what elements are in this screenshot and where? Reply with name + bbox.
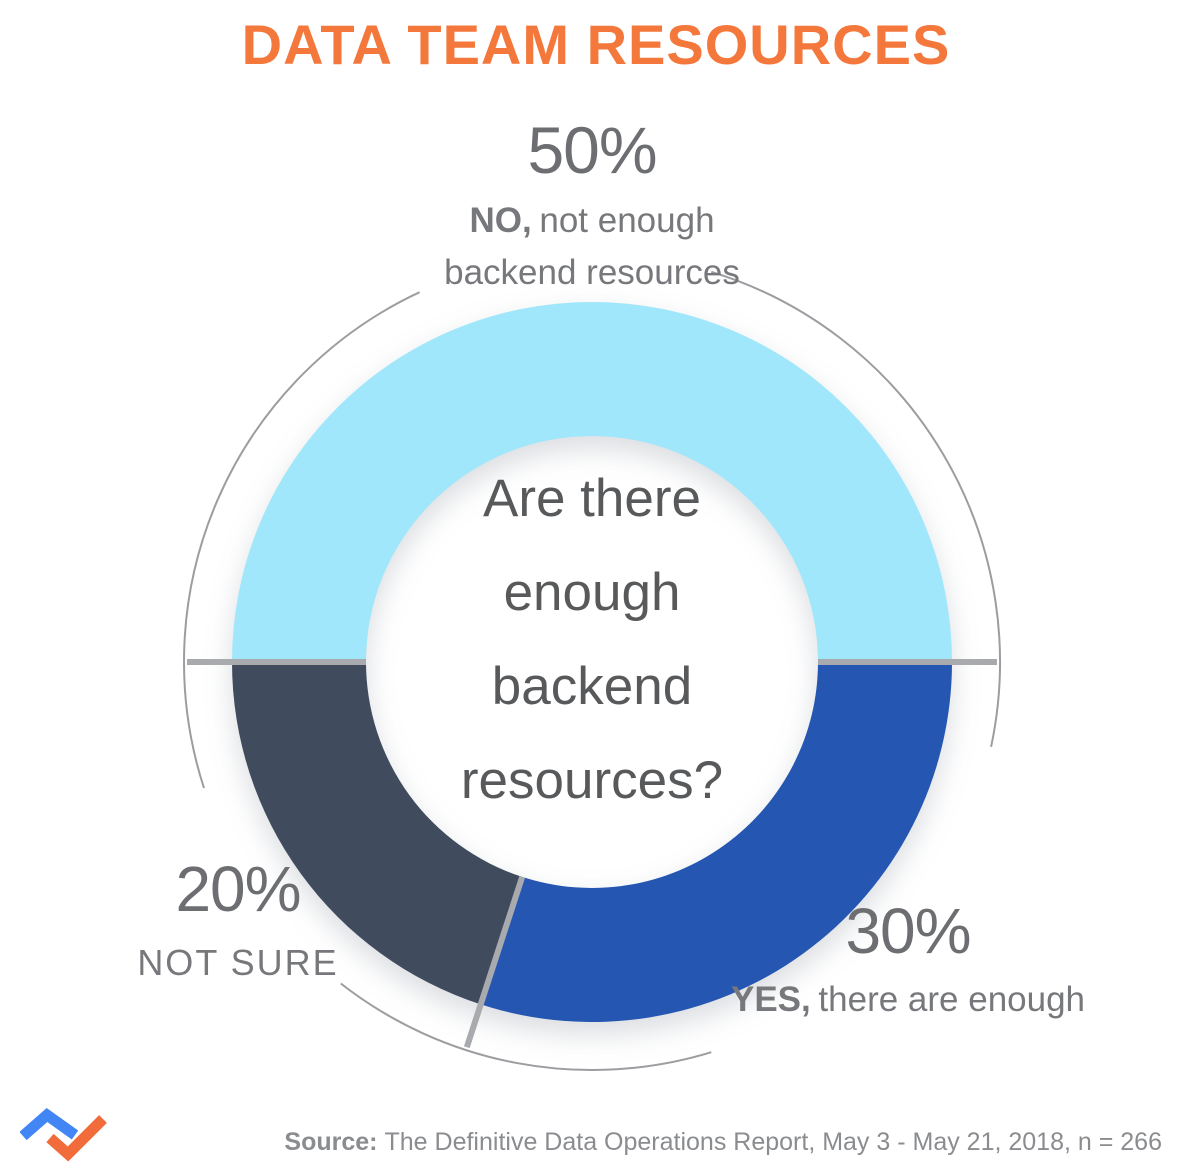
source-note: Source: The Definitive Data Operations Re… — [284, 1128, 1162, 1157]
segment-label-yes: 30% YES, there are enough — [648, 894, 1168, 1020]
outer-guide-arc — [711, 270, 1002, 748]
outer-guide-arc — [340, 982, 712, 1071]
logo-orange-check-icon — [46, 1115, 107, 1162]
segment-yes-percent: 30% — [845, 895, 971, 967]
donut-segment-not-sure — [232, 662, 523, 1005]
segment-no-percent: 50% — [527, 113, 657, 187]
segment-yes-text: there are enough — [818, 980, 1086, 1019]
donut-segment-yes — [480, 662, 952, 1023]
page-title: DATA TEAM RESOURCES — [241, 13, 951, 76]
segment-no-text: not enough — [539, 201, 715, 240]
center-question-line: resources? — [460, 751, 724, 810]
segment-not-sure-text: NOT SURE — [137, 942, 339, 983]
segment-yes-answer: YES, — [730, 980, 811, 1019]
segment-not-sure-percent: 20% — [175, 853, 301, 925]
logo-blue-peak-icon — [20, 1107, 79, 1141]
center-question-line: backend — [491, 657, 693, 716]
center-question-line: Are there — [482, 469, 701, 528]
center-question-line: enough — [503, 563, 681, 622]
brand-logo — [20, 1107, 107, 1162]
source-prefix: Source: — [284, 1128, 378, 1156]
outer-guide-arc — [183, 291, 421, 789]
donut-segment-no — [232, 302, 952, 662]
segment-no-text-line2: backend resources — [444, 253, 740, 292]
segment-label-no: 50% NO, not enough backend resources — [296, 112, 888, 292]
center-question: Are there enough backend resources? — [382, 452, 802, 828]
segment-no-answer: NO, — [469, 201, 532, 240]
donut-ring — [232, 302, 952, 1023]
segment-divider — [463, 875, 526, 1049]
source-text: The Definitive Data Operations Report, M… — [384, 1128, 1163, 1156]
segment-label-not-sure: 20% NOT SURE — [78, 852, 398, 984]
